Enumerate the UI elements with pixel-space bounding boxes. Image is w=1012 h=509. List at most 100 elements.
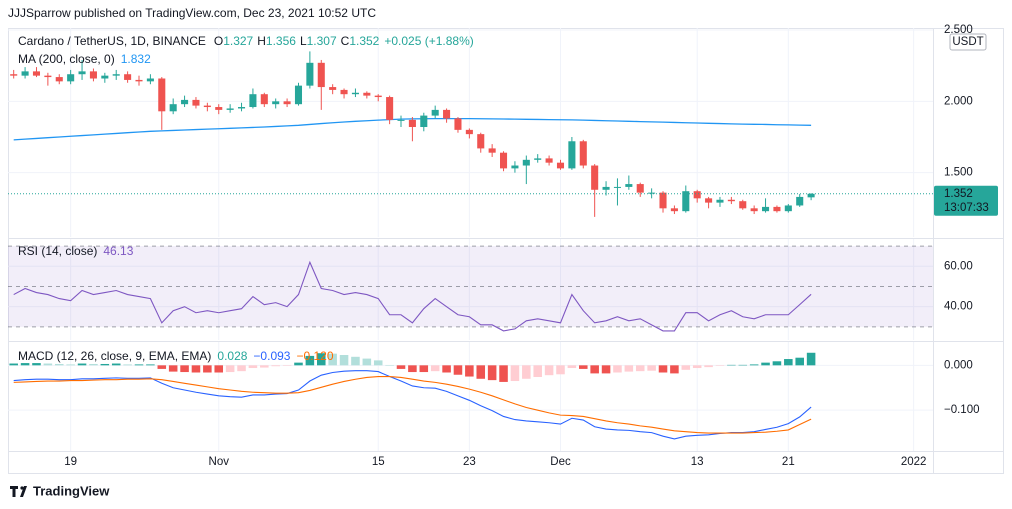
histogram-bar — [635, 365, 645, 372]
rsi-line — [13, 260, 812, 332]
histogram-bar — [772, 361, 782, 366]
frame-border — [8, 28, 1004, 474]
macd-line — [13, 375, 812, 434]
histogram-bar — [237, 365, 246, 372]
histogram-bar — [225, 365, 235, 373]
ohlc-value: 1.307 — [307, 34, 337, 48]
x-tick-label: 19 — [64, 456, 77, 468]
candle-body — [351, 92, 359, 95]
candle-body — [112, 74, 120, 76]
x-tick-label: 2022 — [901, 456, 927, 468]
candle-body — [306, 62, 314, 86]
candle-body — [294, 85, 303, 105]
histogram-bar — [408, 365, 417, 373]
histogram-bar — [806, 352, 816, 366]
histogram-bar — [658, 365, 668, 373]
histogram-bar — [556, 365, 565, 375]
candle-body — [67, 74, 75, 82]
macd-value: −0.120 — [296, 349, 333, 363]
histogram-bar — [373, 360, 383, 366]
histogram-bar — [157, 365, 167, 369]
candle-body — [158, 78, 166, 112]
candle-body — [215, 107, 223, 110]
histogram-bar — [180, 365, 189, 373]
candle-body — [716, 199, 724, 203]
histogram-bar — [761, 362, 770, 366]
candle-body — [283, 101, 291, 105]
candle-body — [511, 165, 519, 169]
candle-body — [397, 119, 405, 121]
candle-body — [260, 94, 268, 105]
currency-box — [949, 33, 987, 51]
histogram-bar — [784, 359, 793, 366]
candle-body — [226, 108, 234, 110]
candle-body — [784, 205, 792, 212]
x-tick-label: 13 — [691, 456, 704, 468]
histogram-bar — [66, 364, 75, 366]
y-tick-label: 1.500 — [944, 167, 973, 179]
histogram-bar — [89, 363, 98, 366]
histogram-bar — [168, 365, 178, 372]
histogram-bar — [738, 364, 748, 366]
histogram-bar — [294, 362, 303, 366]
histogram-bar — [510, 365, 520, 382]
histogram-bar — [567, 365, 577, 369]
candle-body — [705, 198, 713, 203]
candle-body — [408, 119, 416, 128]
candle-body — [203, 105, 211, 108]
legend: MACD (12, 26, close, 9, EMA, EMA) 0.028 −0… — [18, 349, 334, 363]
candle-body — [340, 89, 348, 95]
candle-body — [454, 118, 462, 130]
legend: MA (200, close, 0) 1.832 — [18, 52, 151, 66]
macd-value: 0.028 — [217, 349, 247, 363]
change: +0.025 (+1.88%) — [384, 34, 473, 48]
histogram-bar — [43, 363, 53, 366]
candle-body — [329, 87, 337, 90]
histogram-bar — [191, 365, 201, 373]
histogram-bar — [795, 357, 804, 366]
histogram-bar — [9, 363, 18, 366]
candle-body — [773, 206, 781, 212]
countdown: 13:07:33 — [944, 202, 989, 214]
candle-body — [477, 134, 485, 149]
histogram-bar — [20, 363, 30, 366]
candle-body — [534, 158, 542, 160]
candle-body — [500, 152, 508, 169]
ohlc-letter: L — [300, 34, 307, 48]
y-tick-label: 2.000 — [944, 95, 973, 107]
histogram-bar — [134, 364, 144, 366]
rsi-value: 46.13 — [103, 244, 133, 258]
histogram-bar — [499, 365, 508, 382]
last-price: 1.352 — [944, 188, 973, 200]
last-price-box — [934, 185, 998, 216]
histogram-bar — [476, 365, 486, 379]
histogram-bar — [362, 358, 372, 366]
histogram-bar — [704, 365, 713, 368]
histogram-bar — [727, 364, 736, 366]
y-tick-label: 2.500 — [944, 24, 973, 36]
candle-body — [124, 74, 132, 80]
histogram-bar — [544, 365, 554, 376]
histogram-bar — [670, 365, 679, 374]
logo — [10, 486, 27, 497]
candle-body — [750, 208, 758, 212]
histogram-bar — [351, 356, 360, 366]
histogram-bar — [579, 365, 588, 369]
histogram-bar — [111, 363, 121, 366]
candle-body — [636, 184, 644, 193]
candle-body — [648, 192, 656, 194]
candle-body — [363, 92, 371, 96]
candle-body — [727, 199, 735, 202]
histogram-bar — [396, 365, 406, 369]
histogram-bar — [715, 365, 725, 366]
histogram-bar — [214, 365, 224, 373]
symbol: Cardano / TetherUS, 1D, BINANCE — [18, 34, 206, 48]
candle-body — [374, 95, 382, 98]
histogram-bar — [77, 363, 87, 366]
candle-body — [443, 109, 451, 119]
candle-body — [146, 78, 154, 82]
y-tick-label: −0.100 — [944, 404, 980, 416]
candle-body — [762, 206, 770, 212]
